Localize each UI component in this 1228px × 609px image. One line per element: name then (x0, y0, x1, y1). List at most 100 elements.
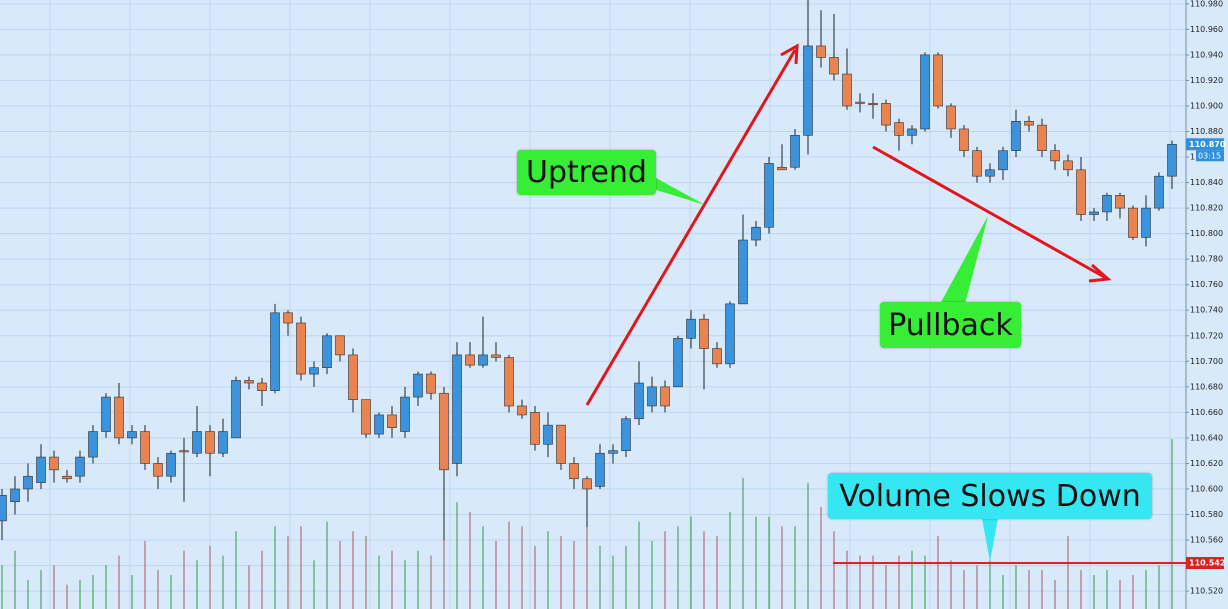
y-tick-label: 110.820 (1190, 204, 1223, 213)
candle-body (556, 424, 566, 464)
candle-body (829, 57, 839, 75)
y-tick-label: 110.880 (1190, 127, 1223, 136)
timer-label: 03:15 (1198, 151, 1221, 160)
candle-body (270, 312, 280, 391)
uptrend-arrow (585, 49, 797, 406)
y-tick-label: 110.580 (1190, 510, 1223, 519)
candle-body (699, 318, 709, 349)
callout-pointer (940, 216, 988, 304)
candle-body (491, 354, 501, 358)
candle-body (712, 348, 722, 365)
candle-body (322, 335, 332, 368)
candle-body (933, 54, 943, 107)
candle-body (777, 166, 787, 171)
y-tick-label: 110.620 (1190, 459, 1223, 468)
candle-body (0, 495, 7, 522)
candle-body (1024, 120, 1034, 126)
candle-body (101, 396, 111, 432)
candle-body (894, 122, 904, 136)
candle-body (205, 431, 215, 454)
y-tick-label: 110.600 (1190, 484, 1223, 493)
y-tick-label: 110.720 (1190, 331, 1223, 340)
candle-body (1154, 175, 1164, 209)
candle-body (231, 380, 241, 439)
candle-body (23, 475, 33, 490)
candle-body (868, 103, 878, 105)
candle-body (1115, 195, 1125, 209)
price-label: 110.870 (1189, 140, 1226, 149)
candle-layer (0, 0, 1177, 541)
candle-body (959, 128, 969, 151)
candle-body (348, 354, 358, 400)
candle-body (361, 399, 371, 435)
arrow-head (1088, 263, 1112, 283)
candle-body (647, 386, 657, 407)
pullback-arrow (872, 145, 1107, 280)
candle-body (972, 150, 982, 177)
candle-body (374, 414, 384, 435)
candle-body (660, 386, 670, 407)
candle-body (1102, 195, 1112, 213)
annotation: Pullback (880, 302, 1021, 348)
y-tick-label: 110.700 (1190, 357, 1223, 366)
y-tick-label: 110.980 (1190, 0, 1223, 8)
candle-body (634, 382, 644, 420)
candle-body (621, 418, 631, 451)
candle-body (543, 424, 553, 445)
candle-body (1037, 124, 1047, 151)
y-tick-label: 110.560 (1190, 536, 1223, 545)
y-tick-label: 110.840 (1190, 178, 1223, 187)
candle-body (1141, 207, 1151, 238)
candle-body (478, 354, 488, 366)
candle-body (426, 373, 436, 394)
y-tick-label: 110.680 (1190, 382, 1223, 391)
candle-body (10, 488, 20, 503)
y-tick-label: 110.780 (1190, 255, 1223, 264)
arrows (585, 43, 1112, 406)
candle-body (179, 450, 189, 453)
candle-body (127, 431, 137, 439)
candle-body (218, 431, 228, 454)
candle-body (465, 354, 475, 366)
candle-body (1089, 211, 1099, 215)
candle-body (257, 382, 267, 391)
y-tick-label: 110.800 (1190, 229, 1223, 238)
candle-body (335, 335, 345, 356)
candle-body (283, 312, 293, 324)
candle-body (153, 463, 163, 477)
candle-body (140, 431, 150, 464)
candle-body (790, 135, 800, 168)
y-tick-label: 110.640 (1190, 433, 1223, 442)
candle-body (738, 239, 748, 305)
y-tick-label: 110.920 (1190, 76, 1223, 85)
candle-body (439, 392, 449, 471)
candle-body (166, 452, 176, 477)
candle-body (530, 412, 540, 445)
candle-body (673, 338, 683, 388)
candle-body (387, 414, 397, 429)
annotation: Uptrend (517, 150, 656, 195)
arrow-head (780, 43, 799, 65)
annotation: Volume Slows Down (828, 473, 1152, 519)
candle-body (36, 456, 46, 483)
candle-body (907, 128, 917, 136)
candle-body (816, 45, 826, 58)
candle-body (751, 226, 761, 241)
candle-body (88, 431, 98, 458)
candle-body (49, 456, 59, 471)
candle-body (75, 456, 85, 477)
candle-body (1128, 207, 1138, 238)
candle-body (946, 105, 956, 130)
candle-body (296, 322, 306, 375)
candle-body (686, 318, 696, 339)
candle-body (803, 45, 813, 136)
candle-body (985, 169, 995, 177)
candle-body (595, 452, 605, 487)
y-tick-label: 110.940 (1190, 50, 1223, 59)
candle-body (244, 380, 254, 384)
candle-body (62, 475, 72, 480)
callout-pointer (982, 518, 998, 562)
callout-pointer (640, 178, 705, 205)
level-tag (1186, 557, 1224, 570)
